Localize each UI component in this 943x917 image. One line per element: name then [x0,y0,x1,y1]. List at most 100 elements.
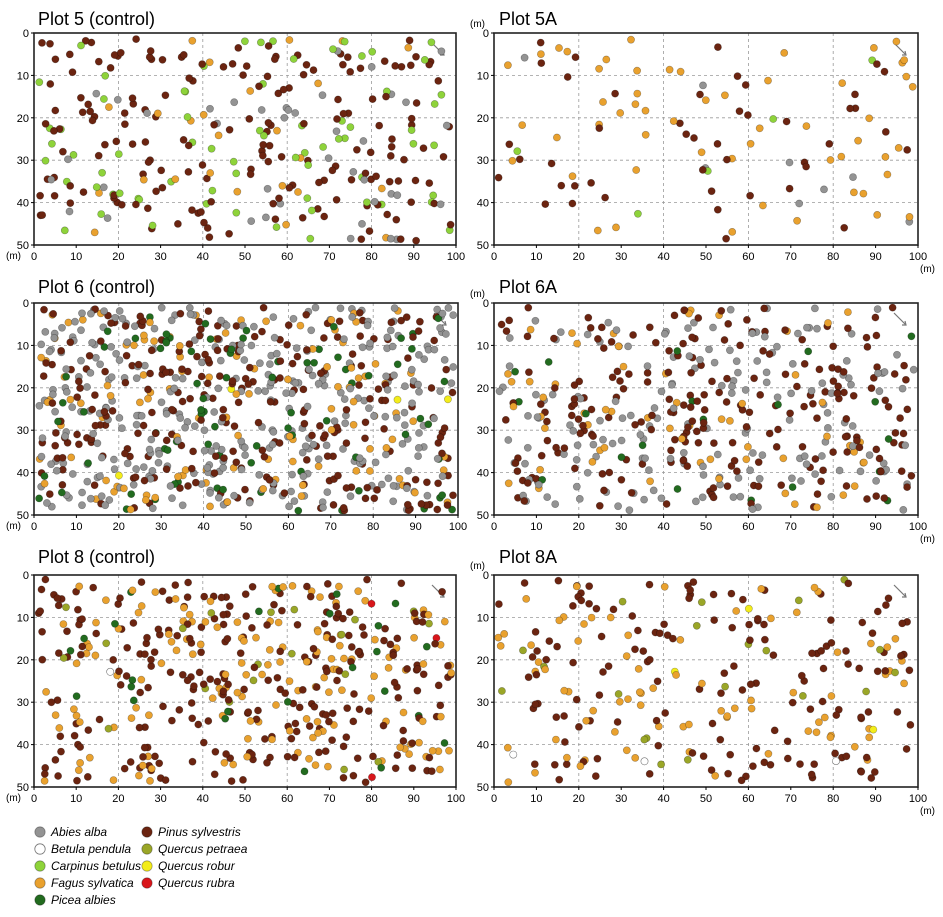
tree-point-fs [494,633,503,642]
tree-point-aa [291,378,300,387]
tree-point-fs [826,156,835,164]
tree-point-ps [683,462,692,471]
tree-point-fs [237,659,246,667]
tree-point-aa [147,435,156,444]
plot-p6: Plot 6 (control)0 10 20 30 40 50 60 70 80 90 10001… [6,277,467,533]
tree-point-ps [709,484,718,492]
tree-point-aa [392,413,401,422]
tree-point-aa [899,505,908,514]
tree-point-aa [62,365,71,373]
tree-point-ps [783,737,792,746]
tree-point-aa [880,368,889,376]
tree-point-aa [78,309,86,318]
tree-point-ps [872,445,881,454]
y-tick-label: 10 [477,70,489,82]
tree-point-ps [199,738,208,747]
tree-point-ps [679,339,687,348]
tree-point-ps [840,223,849,232]
tree-point-ps [571,53,580,62]
tree-point-ps [700,405,709,414]
tree-point-ps [403,500,412,509]
legend-swatch [141,826,153,838]
tree-point-qr [869,725,878,734]
tree-point-ps [51,441,60,450]
tree-point-ps [708,719,717,728]
tree-point-fs [701,96,710,105]
tree-point-aa [709,323,717,332]
tree-point-ps [355,308,364,317]
tree-point-aa [660,329,669,338]
tree-point-ps [179,135,188,144]
tree-point-ps [374,385,383,393]
tree-point-ps [37,585,46,594]
tree-point-ps [698,165,707,174]
tree-point-aa [176,414,185,422]
tree-point-aa [101,501,110,510]
tree-point-ps [40,770,49,778]
tree-point-ps [903,145,912,154]
tree-point-ps [143,204,152,213]
tree-point-ps [742,422,751,431]
tree-point-ps [745,620,753,629]
tree-point-fs [283,375,292,384]
tree-point-ps [645,580,654,589]
tree-point-ps [319,334,328,342]
tree-point-ps [195,331,204,340]
tree-point-ps [723,155,731,164]
tree-point-ps [136,688,145,697]
tree-point-ps [38,39,46,47]
tree-point-aa [734,474,743,482]
tree-point-fs [243,734,252,743]
tree-point-fs [75,718,84,726]
tree-point-fs [139,331,148,340]
tree-point-ps [345,608,354,616]
tree-point-fs [320,673,329,682]
tree-point-ps [302,582,311,591]
tree-point-ps [831,749,839,758]
tree-point-qp [341,670,350,679]
tree-point-ps [543,417,551,426]
tree-point-aa [813,324,821,333]
tree-point-ps [717,306,726,315]
tree-point-aa [240,443,249,452]
tree-point-aa [303,402,312,411]
tree-point-fs [92,618,100,627]
tree-point-ps [288,359,297,368]
tree-point-fs [352,466,361,475]
tree-point-fs [779,454,788,463]
tree-point-aa [288,470,296,479]
tree-point-aa [386,326,395,335]
tree-point-ps [146,369,154,378]
tree-point-ps [627,488,636,497]
tree-point-ps [366,148,375,157]
legend-label: Betula pendula [51,842,131,856]
tree-point-aa [330,417,339,425]
tree-point-fs [789,688,798,697]
tree-point-pa [416,414,425,423]
tree-point-qp [178,624,187,633]
tree-point-ps [692,427,701,436]
tree-point-ps [107,319,115,327]
tree-point-ps [813,490,822,498]
tree-point-aa [308,371,317,380]
tree-point-pa [284,424,292,432]
tree-point-ps [339,109,348,118]
tree-point-pa [128,676,137,684]
tree-point-ps [708,377,716,386]
tree-point-ps [842,647,850,655]
tree-point-ps [284,321,293,330]
tree-point-cb [256,38,265,47]
tree-point-aa [190,336,199,344]
tree-point-aa [110,465,119,473]
tree-point-ps [412,52,420,61]
tree-point-fs [881,152,890,161]
tree-point-fs [802,122,811,130]
tree-point-fs [396,743,405,752]
tree-point-ps [322,667,331,676]
tree-point-cb [255,126,264,135]
tree-point-ps [348,350,357,358]
tree-point-ps [382,92,390,101]
tree-point-ps [59,147,67,156]
tree-point-fs [518,121,527,129]
tree-point-ps [151,429,160,438]
